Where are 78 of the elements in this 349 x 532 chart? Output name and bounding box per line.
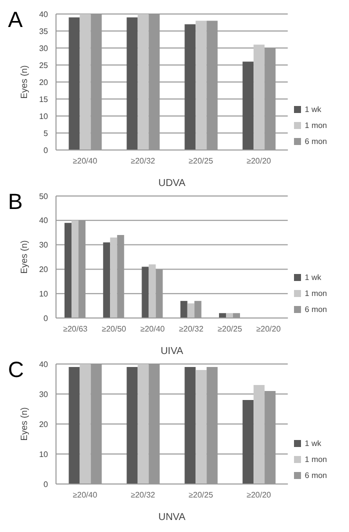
bar [184,367,196,484]
y-tick-label: 20 [39,78,49,87]
bar [126,367,138,484]
bar [72,220,78,318]
bar [64,222,72,318]
bar [184,24,196,150]
x-tick-label: ≥20/40 [72,490,98,500]
x-tick-label: ≥20/25 [218,324,243,334]
y-tick-label: 10 [39,112,49,121]
y-tick-label: 30 [39,44,49,53]
x-tick-label: ≥20/40 [72,156,98,166]
legend-label: 1 mon [304,455,327,464]
x-tick-label: ≥20/20 [246,490,272,500]
y-axis-title: Eyes (n) [19,240,30,274]
bar [148,264,156,318]
bar [196,370,207,484]
bar [180,300,188,318]
y-tick-label: 20 [39,420,49,429]
bar [219,313,226,318]
x-tick-label: ≥20/32 [130,156,156,166]
y-tick-label: 0 [44,146,49,155]
bar [103,242,110,318]
legend-label: 1 wk [304,273,322,282]
x-axis-title: UNVA [158,512,186,523]
y-tick-label: 40 [39,360,49,369]
y-axis-title: Eyes (n) [19,65,30,99]
bar [80,14,91,150]
legend-label: 1 mon [304,121,327,130]
bar [142,266,149,318]
x-tick-label: ≥20/63 [63,324,88,334]
legend-label: 1 wk [304,105,322,114]
x-tick-label: ≥20/20 [256,324,282,334]
y-tick-label: 15 [39,94,49,104]
y-tick-label: 20 [39,265,49,274]
bar [242,62,254,150]
x-tick-label: ≥20/32 [130,490,156,500]
y-tick-label: 10 [39,450,49,459]
legend-label: 6 mon [304,305,327,314]
bar [242,400,254,484]
y-axis-title: Eyes (n) [19,407,30,441]
y-tick-label: 50 [39,192,49,201]
legend-label: 1 wk [304,439,322,448]
y-tick-label: 0 [44,314,49,323]
y-tick-label: 5 [44,128,49,138]
y-tick-label: 35 [39,26,49,36]
y-tick-label: 25 [39,60,49,70]
bar [254,44,265,150]
x-axis-title: UDVA [158,178,186,189]
bar [138,14,149,150]
legend-label: 1 mon [304,289,327,298]
x-tick-label: ≥20/50 [102,324,127,334]
chart-title: C [8,357,24,382]
y-tick-label: 0 [44,480,49,489]
x-tick-label: ≥20/25 [188,490,214,500]
x-tick-label: ≥20/32 [178,324,204,334]
y-tick-label: 30 [39,240,49,250]
x-tick-label: ≥20/25 [188,156,214,166]
x-tick-label: ≥20/40 [140,324,166,334]
bar [254,385,265,484]
bar [226,313,234,318]
bar [126,17,138,150]
bar [68,367,80,484]
bar [138,364,149,484]
chart-title: A [8,7,23,32]
x-axis-title: UIVA [160,346,184,357]
bar [187,303,194,318]
bar [110,237,118,318]
y-tick-label: 40 [39,216,49,226]
y-tick-label: 10 [39,289,49,298]
y-tick-label: 40 [39,10,49,19]
bar [80,364,91,484]
legend-label: 6 mon [304,471,327,480]
legend-label: 6 mon [304,137,327,146]
y-tick-label: 30 [39,390,49,399]
bar [196,20,207,150]
x-tick-label: ≥20/20 [246,156,272,166]
chart-title: B [8,189,23,214]
bar [68,17,80,150]
